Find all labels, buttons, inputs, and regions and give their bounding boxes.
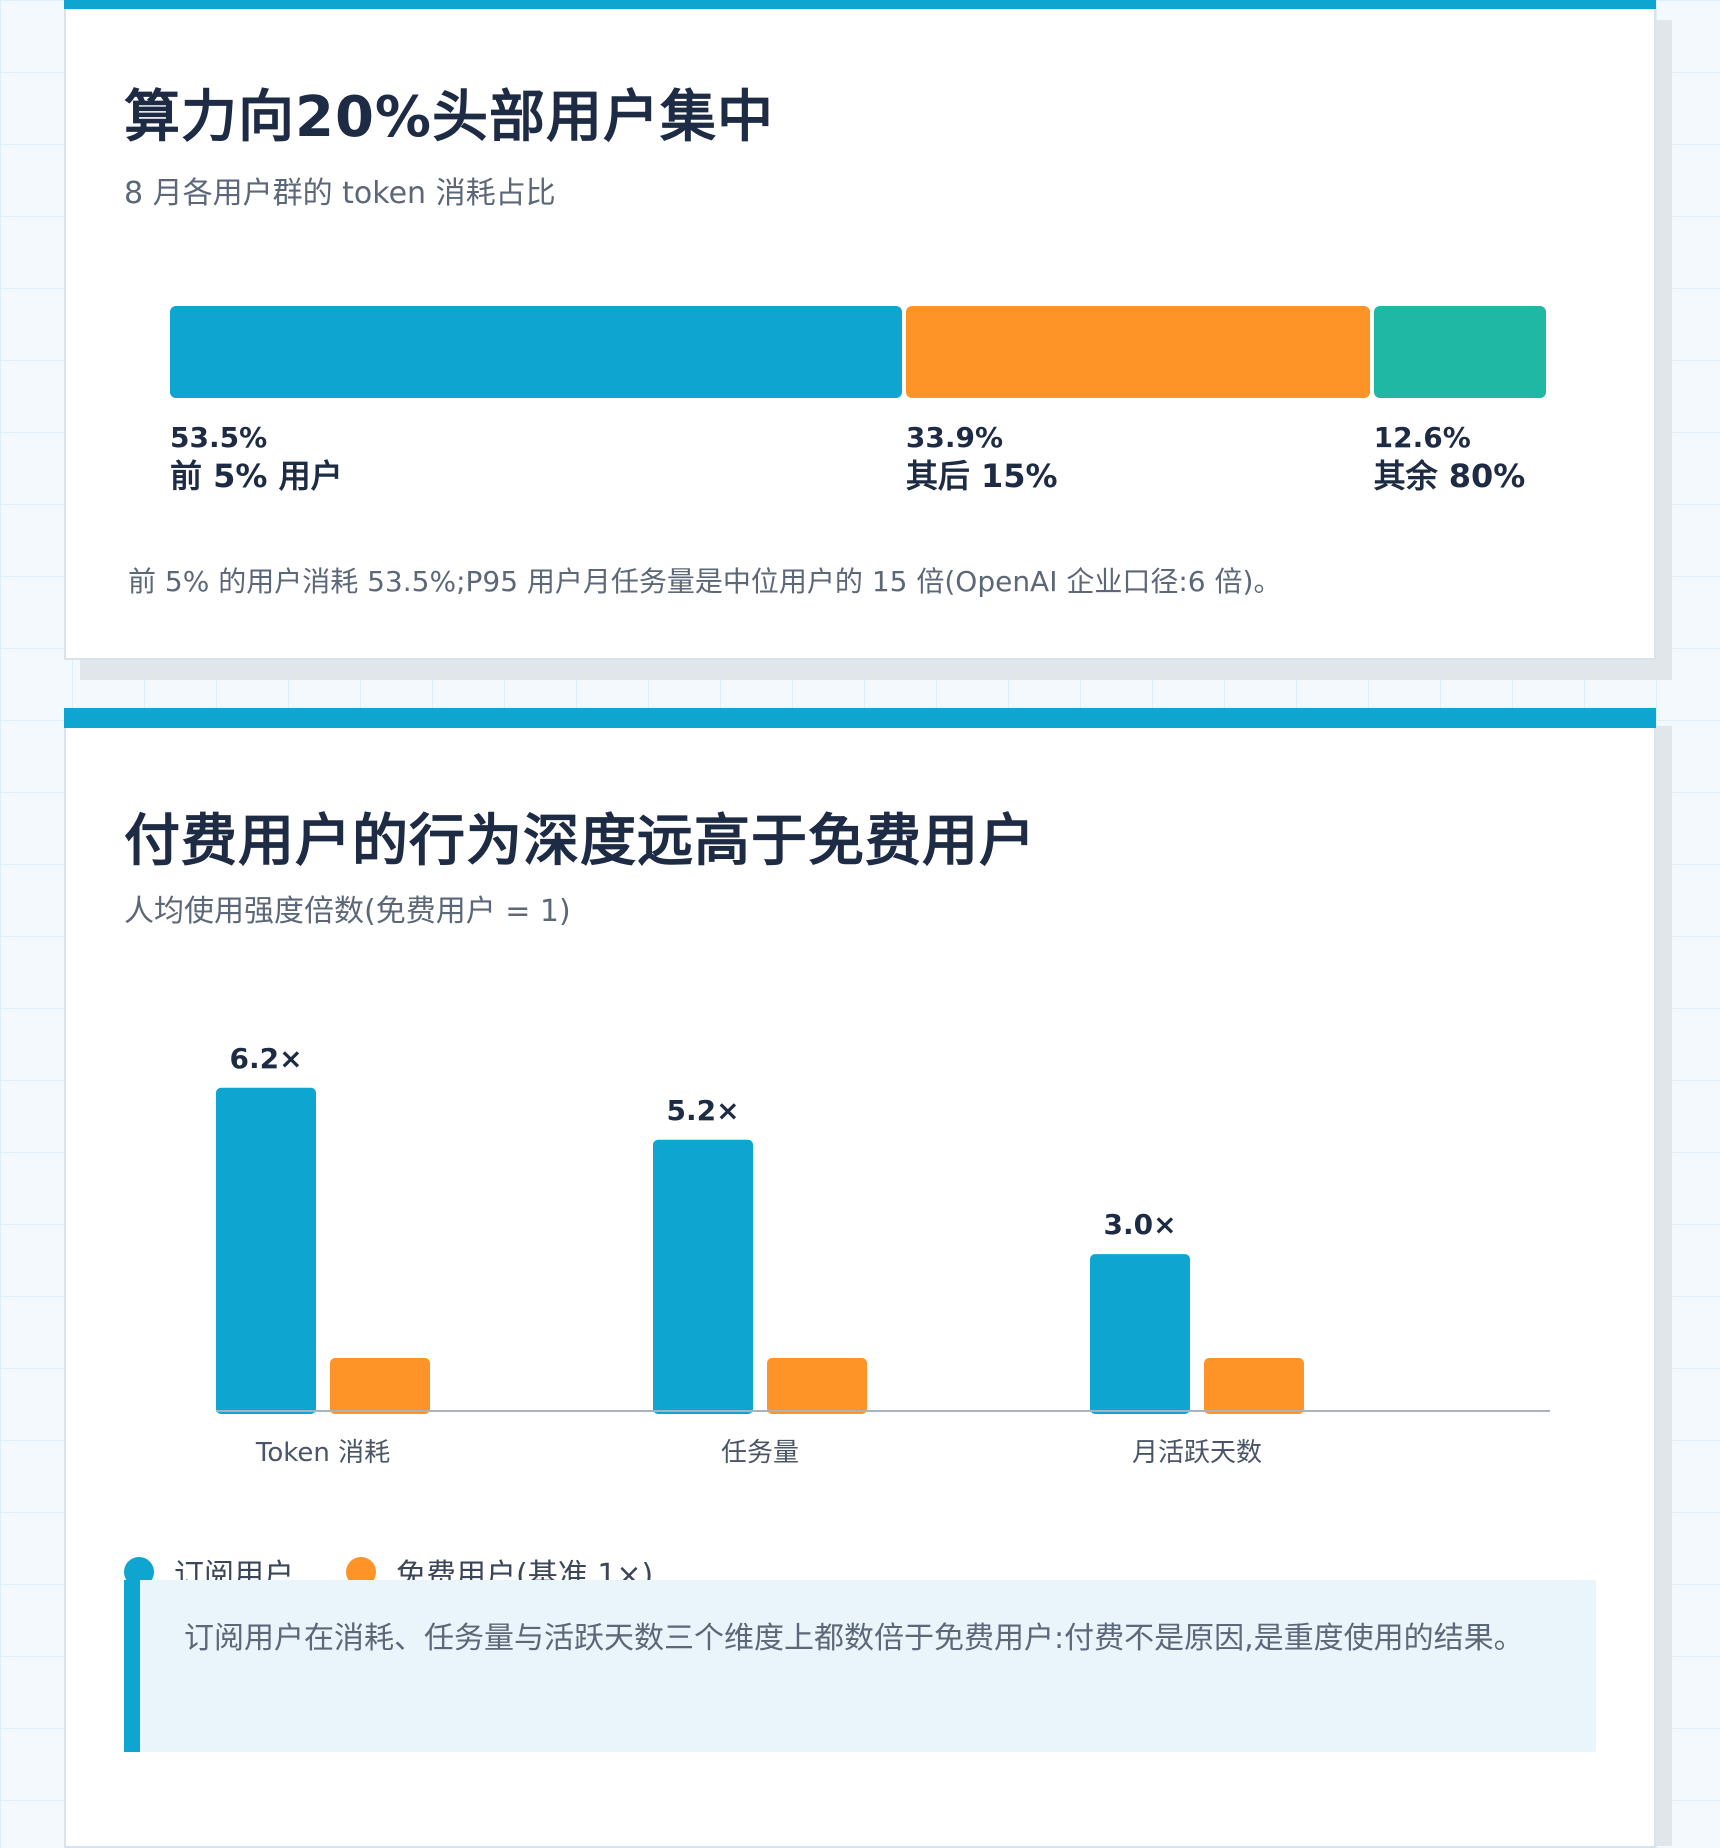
x-tick-label: Token 消耗 [255, 1438, 390, 1468]
stacked-share-bar [170, 306, 1546, 398]
bar-subscribed [653, 1139, 753, 1414]
bar-value-label: 6.2× [229, 1042, 302, 1075]
share-value-label: 53.5% [170, 421, 268, 454]
bar-value-label: 5.2× [666, 1094, 739, 1127]
bar-value-label: 3.0× [1103, 1208, 1176, 1241]
share-group-label: 其余 80% [1373, 457, 1526, 495]
card-accent-bar [64, 0, 1656, 9]
share-label: 33.9% 其后 15% [906, 420, 1058, 496]
share-label: 53.5% 前 5% 用户 [170, 420, 343, 496]
card-note: 前 5% 的用户消耗 53.5%;P95 用户月任务量是中位用户的 15 倍(O… [128, 565, 1282, 598]
share-group-label: 其后 15% [905, 457, 1058, 495]
bar-subscribed [216, 1087, 316, 1414]
share-segment [905, 306, 1370, 398]
share-segment [170, 306, 902, 398]
paid-vs-free-card: 付费用户的行为深度远高于免费用户 人均使用强度倍数(免费用户 = 1) 6.2×… [64, 708, 1656, 1848]
x-tick-label: 任务量 [721, 1438, 799, 1468]
bar-free [767, 1358, 867, 1414]
bar-subscribed [1090, 1254, 1190, 1414]
share-value-label: 12.6% [1373, 421, 1471, 454]
x-tick-label: 月活跃天数 [1132, 1438, 1262, 1468]
insight-callout: 订阅用户在消耗、任务量与活跃天数三个维度上都数倍于免费用户:付费不是原因,是重度… [124, 1580, 1596, 1752]
card-title: 付费用户的行为深度远高于免费用户 [124, 809, 1036, 874]
card-title: 算力向20%头部用户集中 [124, 85, 775, 150]
token-share-card: 算力向20%头部用户集中 8 月各用户群的 token 消耗占比 53.5% 前 … [64, 0, 1656, 660]
card-accent-bar [64, 708, 1656, 728]
card-subtitle: 人均使用强度倍数(免费用户 = 1) [124, 894, 571, 929]
bar-free [1204, 1358, 1304, 1414]
bar-free [330, 1358, 430, 1414]
share-group-label: 前 5% 用户 [170, 457, 343, 495]
share-value-label: 33.9% [905, 421, 1004, 454]
share-segment [1373, 306, 1546, 398]
share-label: 12.6% 其余 80% [1374, 420, 1526, 496]
bar-chart: 6.2× Token 消耗 5.2× 任务量 3.0× 月活跃天数 [216, 1042, 1550, 1468]
card-subtitle: 8 月各用户群的 token 消耗占比 [124, 176, 556, 211]
